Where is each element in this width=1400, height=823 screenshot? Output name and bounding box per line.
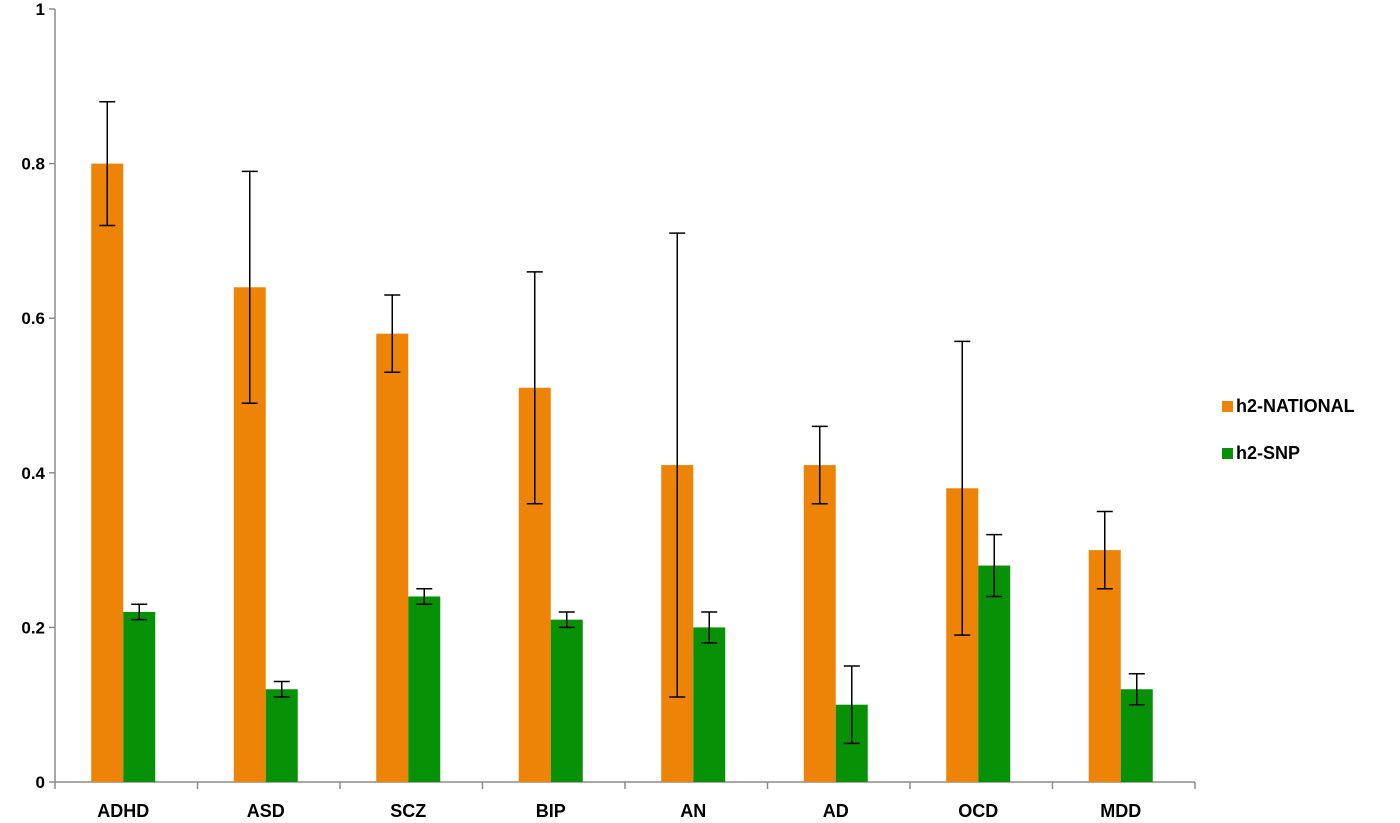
bar-h2-snp-adhd [123,611,156,782]
legend-swatch-h2-national [1222,401,1233,412]
x-category-label: AD [823,801,849,821]
y-tick-label: 0 [36,773,45,792]
error-bars [99,101,1145,745]
y-tick-label: 0.2 [21,618,45,637]
bar-h2-national-adhd [91,163,124,783]
x-category-label: ASD [247,801,285,821]
bar-h2-national-ad [803,465,836,782]
x-category-label: ADHD [97,801,149,821]
bar-h2-snp-asd [265,689,298,782]
x-category-label: AN [680,801,706,821]
x-category-label: BIP [536,801,566,821]
y-tick-label: 1 [36,0,45,19]
y-tick-label: 0.4 [21,464,45,483]
legend: h2-NATIONAL h2-SNP [1222,396,1355,463]
x-category-label: MDD [1100,801,1141,821]
legend-label-h2-snp: h2-SNP [1236,443,1300,463]
y-tick-label: 0.8 [21,155,45,174]
bar-h2-national-scz [376,333,409,782]
x-category-label: SCZ [390,801,426,821]
axes: 0 0.2 0.4 0.6 0.8 1 ADHD ASD SCZ BIP AN AD OCD MDD [21,0,1196,821]
legend-label-h2-national: h2-NATIONAL [1236,396,1355,416]
bar-h2-snp-scz [408,596,441,782]
y-tick-label: 0.6 [21,309,45,328]
x-category-label: OCD [958,801,998,821]
bar-h2-snp-bip [550,619,583,782]
legend-swatch-h2-snp [1222,448,1233,459]
bar-h2-snp-ocd [978,565,1011,782]
bar-h2-snp-an [693,627,726,782]
